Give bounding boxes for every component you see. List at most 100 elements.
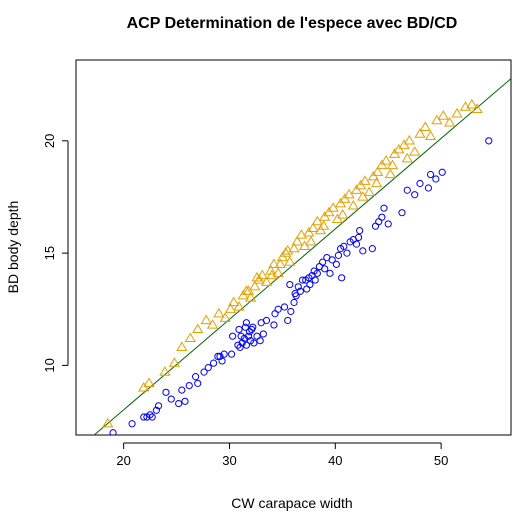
data-point-circle bbox=[238, 339, 246, 347]
data-point-triangle bbox=[143, 377, 155, 387]
data-point-triangle bbox=[359, 175, 371, 185]
data-point-circle bbox=[294, 283, 302, 291]
data-point-triangle bbox=[279, 247, 292, 257]
data-point-circle bbox=[284, 316, 292, 325]
data-point-circle bbox=[256, 337, 264, 345]
data-point-circle bbox=[128, 420, 136, 428]
data-point-circle bbox=[185, 381, 193, 390]
data-point-circle bbox=[109, 429, 117, 435]
reference-line bbox=[93, 78, 511, 435]
data-point-circle bbox=[403, 186, 411, 194]
data-point-triangle bbox=[451, 107, 463, 118]
data-point-triangle bbox=[347, 199, 359, 210]
y-tick-label: 15 bbox=[42, 246, 57, 260]
data-point-circle bbox=[371, 222, 380, 230]
data-point-triangle bbox=[272, 267, 284, 277]
data-point-circle bbox=[311, 276, 319, 284]
data-point-circle bbox=[286, 280, 294, 289]
data-point-circle bbox=[216, 352, 224, 361]
data-point-circle bbox=[235, 325, 243, 334]
data-point-triangle bbox=[245, 292, 257, 302]
data-point-circle bbox=[368, 245, 376, 253]
data-point-circle bbox=[242, 341, 251, 349]
data-point-triangle bbox=[337, 208, 349, 219]
data-point-circle bbox=[438, 168, 446, 176]
x-tick-label: 50 bbox=[434, 453, 448, 468]
data-point-triangle bbox=[176, 341, 188, 352]
data-point-circle bbox=[424, 184, 433, 192]
x-axis: 20 30 40 50 bbox=[116, 442, 448, 468]
data-point-circle bbox=[209, 359, 218, 367]
data-point-circle bbox=[343, 249, 351, 257]
data-point-circle bbox=[262, 316, 271, 325]
data-point-triangle bbox=[363, 186, 375, 197]
data-point-triangle bbox=[437, 110, 449, 120]
data-point-circle bbox=[154, 402, 163, 410]
data-point-triangle bbox=[200, 314, 212, 325]
data-point-circle bbox=[204, 364, 212, 372]
data-point-triangle bbox=[370, 177, 383, 188]
data-point-circle bbox=[378, 213, 386, 221]
data-point-circle bbox=[280, 303, 289, 311]
data-point-circle bbox=[214, 352, 222, 361]
data-point-triangle bbox=[414, 128, 426, 138]
data-point-triangle bbox=[219, 312, 231, 322]
plot-area bbox=[90, 78, 511, 456]
data-point-triangle bbox=[291, 235, 303, 246]
data-point-triangle bbox=[265, 265, 277, 275]
data-point-circle bbox=[328, 256, 336, 264]
data-point-triangle bbox=[384, 168, 396, 179]
data-point-triangle bbox=[305, 235, 317, 246]
data-point-circle bbox=[334, 251, 343, 259]
data-point-circle bbox=[298, 276, 307, 284]
data-point-triangle bbox=[284, 256, 296, 266]
data-point-circle bbox=[244, 332, 253, 340]
y-tick-label: 10 bbox=[42, 358, 57, 372]
plot-frame bbox=[75, 59, 512, 436]
data-point-triangle bbox=[403, 134, 416, 145]
data-point-circle bbox=[191, 373, 200, 381]
data-point-triangle bbox=[224, 303, 237, 313]
data-point-circle bbox=[375, 218, 383, 226]
data-point-circle bbox=[287, 307, 295, 316]
data-point-circle bbox=[332, 260, 340, 268]
data-point-circle bbox=[305, 274, 313, 282]
data-point-circle bbox=[303, 285, 311, 293]
data-point-triangle bbox=[266, 269, 278, 280]
data-point-circle bbox=[152, 406, 161, 414]
data-point-triangle bbox=[459, 101, 472, 111]
data-point-circle bbox=[242, 319, 251, 327]
data-point-circle bbox=[352, 240, 361, 248]
data-point-circle bbox=[356, 227, 364, 235]
data-point-circle bbox=[167, 395, 175, 403]
data-point-circle bbox=[380, 204, 388, 212]
data-point-triangle bbox=[372, 166, 384, 176]
data-point-triangle bbox=[213, 307, 225, 318]
y-axis: 10 15 20 bbox=[42, 134, 69, 373]
data-point-circle bbox=[146, 411, 154, 419]
data-point-circle bbox=[90, 450, 96, 456]
data-point-circle bbox=[274, 305, 282, 313]
data-point-triangle bbox=[307, 222, 319, 233]
data-point-triangle bbox=[380, 155, 392, 165]
data-point-triangle bbox=[260, 276, 273, 286]
x-tick-label: 40 bbox=[328, 453, 342, 468]
data-point-triangle bbox=[242, 285, 255, 295]
data-point-circle bbox=[398, 209, 406, 217]
data-point-triangle bbox=[471, 103, 483, 114]
data-point-circle bbox=[227, 350, 236, 358]
data-point-triangle bbox=[318, 220, 330, 230]
data-point-circle bbox=[426, 170, 435, 179]
data-point-circle bbox=[485, 137, 493, 145]
data-point-triangle bbox=[249, 280, 261, 291]
data-point-circle bbox=[306, 280, 314, 289]
x-axis-label: CW carapace width bbox=[231, 495, 352, 511]
data-point-triangle bbox=[228, 296, 240, 307]
data-point-triangle bbox=[192, 323, 204, 334]
data-point-circle bbox=[326, 269, 334, 277]
data-point-triangle bbox=[295, 229, 308, 239]
data-point-circle bbox=[236, 343, 244, 352]
data-point-triangle bbox=[102, 417, 114, 428]
y-tick-label: 20 bbox=[42, 134, 57, 148]
data-point-circle bbox=[384, 220, 392, 228]
